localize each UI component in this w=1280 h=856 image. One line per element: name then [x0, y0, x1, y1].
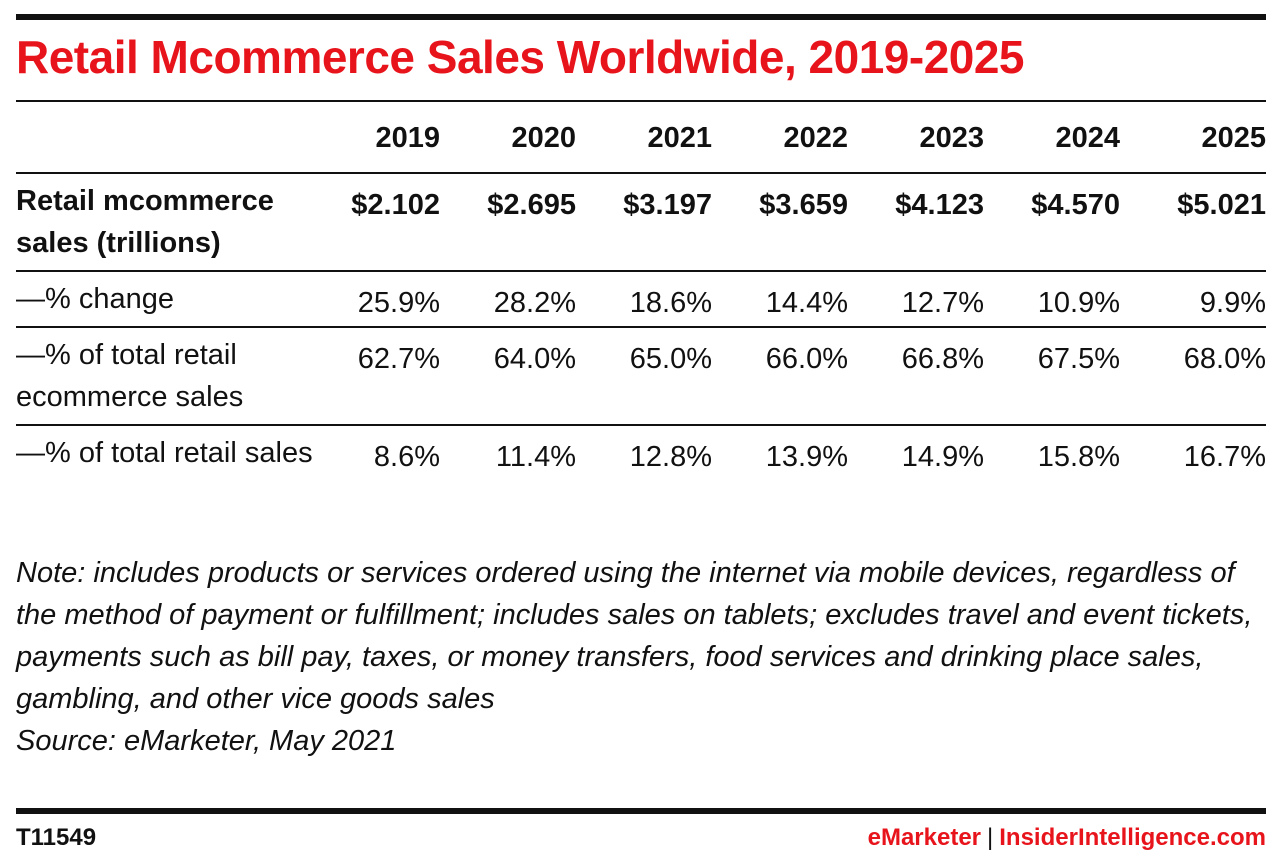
row-label: —% of total retail ecommerce sales [16, 339, 244, 413]
table-cell: 8.6% [373, 441, 440, 473]
table-cell: $3.659 [759, 189, 848, 221]
table-cell: 62.7% [357, 343, 440, 375]
chart-title: Retail Mcommerce Sales Worldwide, 2019-2… [16, 31, 1025, 83]
bottom-rule [16, 808, 1266, 814]
table-cell: 14.9% [901, 441, 984, 473]
table-row: —% of total retail sales 8.6% 11.4% 12.8% 13… [16, 425, 1266, 480]
table-cell: 66.8% [901, 343, 984, 375]
table-cell: $3.197 [623, 189, 712, 221]
chart-id: T11549 [16, 824, 97, 851]
table-cell: $2.102 [351, 189, 440, 221]
note-text: Note: includes products or services orde… [16, 557, 1253, 715]
data-table: 2019 2020 2021 2022 2023 2024 2025 Retail mcom… [16, 102, 1266, 480]
table-cell: 11.4% [495, 441, 576, 473]
row-label: Retail mcommerce sales (trillions) [16, 185, 274, 259]
table-cell: $4.123 [895, 189, 984, 221]
table-body: Retail mcommerce sales (trillions) $2.102… [16, 173, 1266, 480]
table-cell: 9.9% [1199, 287, 1266, 319]
table-cell: 15.8% [1037, 441, 1120, 473]
column-header-2019: 2019 [375, 122, 440, 154]
table-cell: 65.0% [629, 343, 712, 375]
row-label: —% change [16, 283, 174, 315]
table-cell: 66.0% [765, 343, 848, 375]
brand-emarketer: eMarketer [867, 824, 982, 851]
table-header: 2019 2020 2021 2022 2023 2024 2025 [16, 102, 1266, 173]
table-cell: 12.7% [901, 287, 984, 319]
table-cell: 18.6% [629, 287, 712, 319]
table-cell: $5.021 [1177, 189, 1266, 221]
top-rule [16, 14, 1266, 20]
table-row: —% change 25.9% 28.2% 18.6% 14.4% 12.7% 10.9% 9… [16, 271, 1266, 327]
source-text: Source: eMarketer, May 2021 [16, 725, 397, 757]
table-cell: $4.570 [1031, 189, 1120, 221]
data-table-wrapper: 2019 2020 2021 2022 2023 2024 2025 Retail mcom… [16, 102, 1266, 480]
chart-frame: Retail Mcommerce Sales Worldwide, 2019-2… [16, 14, 1266, 851]
notes-block: Note: includes products or services orde… [16, 552, 1266, 762]
column-header-2024: 2024 [1055, 122, 1120, 154]
header-row: 2019 2020 2021 2022 2023 2024 2025 [16, 102, 1266, 173]
brand-separator: | [987, 824, 994, 851]
column-header-2022: 2022 [783, 122, 848, 154]
table-row: Retail mcommerce sales (trillions) $2.102… [16, 173, 1266, 271]
table-row: —% of total retail ecommerce sales 62.7% 6… [16, 327, 1266, 425]
table-cell: 12.8% [629, 441, 712, 473]
column-header-2020: 2020 [511, 122, 576, 154]
table-cell: 13.9% [765, 441, 848, 473]
table-cell: 10.9% [1037, 287, 1120, 319]
table-cell: 28.2% [493, 287, 576, 319]
header-stub [16, 102, 316, 173]
brand-footer: eMarketer | InsiderIntelligence.com [868, 824, 1266, 852]
table-cell: $2.695 [487, 189, 576, 221]
table-cell: 67.5% [1037, 343, 1120, 375]
table-cell: 68.0% [1183, 343, 1266, 375]
column-header-2023: 2023 [919, 122, 984, 154]
column-header-2025: 2025 [1201, 122, 1266, 154]
title-rule [16, 100, 1266, 102]
column-header-2021: 2021 [647, 122, 712, 154]
table-cell: 25.9% [357, 287, 440, 319]
table-cell: 14.4% [765, 287, 848, 319]
table-cell: 16.7% [1183, 441, 1266, 473]
table-cell: 64.0% [493, 343, 576, 375]
row-label: —% of total retail sales [16, 437, 313, 469]
brand-insider-intelligence: InsiderIntelligence.com [999, 824, 1266, 851]
